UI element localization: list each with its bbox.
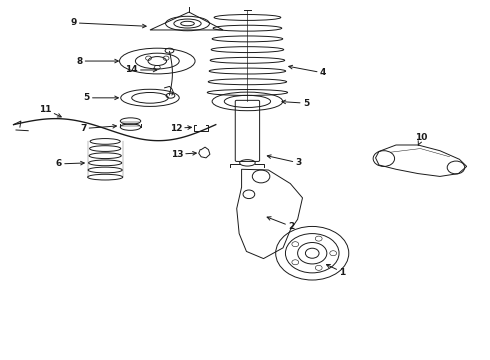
Text: 5: 5 [282,99,309,108]
Text: 13: 13 [171,150,196,159]
Text: 12: 12 [170,124,192,133]
Text: 8: 8 [76,57,119,66]
Text: 9: 9 [70,18,146,28]
Text: 5: 5 [83,93,119,102]
Text: 4: 4 [289,65,326,77]
Text: 3: 3 [267,155,302,167]
Text: 6: 6 [56,159,84,168]
Text: 14: 14 [125,66,157,75]
Text: 1: 1 [326,265,345,277]
Text: 7: 7 [80,124,117,133]
Text: 2: 2 [267,217,294,231]
Text: 11: 11 [39,105,61,117]
Text: 10: 10 [415,133,428,145]
